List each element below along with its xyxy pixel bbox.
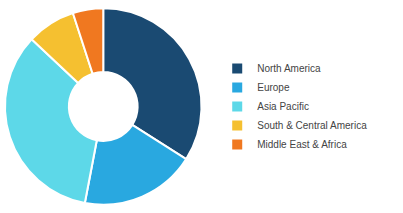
svg-text:Middle East & Africa: Middle East & Africa — [257, 139, 347, 150]
svg-text:Asia Pacific: Asia Pacific — [257, 101, 309, 112]
svg-text:North America: North America — [257, 63, 321, 74]
svg-text:Europe: Europe — [257, 82, 290, 93]
svg-text:South & Central America: South & Central America — [257, 120, 367, 131]
